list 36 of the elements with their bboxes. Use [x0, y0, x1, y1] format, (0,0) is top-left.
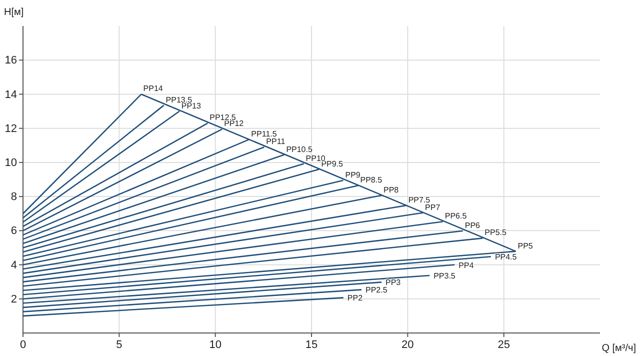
series-label: PP4 — [458, 260, 474, 270]
x-tick-label: 10 — [209, 338, 222, 351]
series-label: PP3 — [386, 278, 402, 288]
x-tick-label: 0 — [20, 338, 26, 351]
series-label: PP4.5 — [494, 252, 518, 262]
series-label: PP5.5 — [484, 228, 508, 238]
y-tick-label: 4 — [10, 259, 17, 272]
series-label: PP2.5 — [366, 286, 388, 295]
y-tick-label: 16 — [4, 54, 17, 67]
series-label: PP5 — [518, 241, 534, 250]
series-label: PP12 — [224, 119, 244, 128]
series-label: PP2 — [347, 294, 364, 303]
y-tick-label: 8 — [10, 191, 17, 204]
series-label: PP10.5 — [286, 144, 313, 154]
x-tick-label: 25 — [498, 338, 510, 351]
series-label: PP8 — [384, 185, 400, 194]
series-label: PP3.5 — [434, 272, 456, 281]
y-tick-label: 6 — [10, 225, 17, 238]
series-label: PP7.5 — [408, 195, 431, 204]
x-axis-title: Q [м³/ч] — [602, 343, 636, 354]
y-tick-label: 12 — [4, 122, 17, 135]
y-tick-label: 14 — [4, 88, 17, 101]
series-label: PP6.5 — [444, 212, 468, 221]
y-tick-label: 10 — [4, 156, 17, 169]
series-label: PP14 — [143, 84, 164, 94]
x-tick-label: 5 — [116, 338, 122, 351]
series-label: PP6 — [464, 220, 481, 230]
series-label: PP11 — [266, 137, 286, 146]
series-label: PP11.5 — [251, 129, 278, 138]
series-label: PP8.5 — [360, 175, 383, 184]
x-tick-label: 20 — [402, 338, 414, 351]
y-axis-title: H[м] — [4, 7, 24, 18]
x-tick-label: 15 — [305, 338, 318, 351]
y-tick-label: 2 — [10, 293, 17, 306]
series-label: PP9 — [345, 170, 361, 180]
series-label: PP7 — [425, 202, 441, 212]
